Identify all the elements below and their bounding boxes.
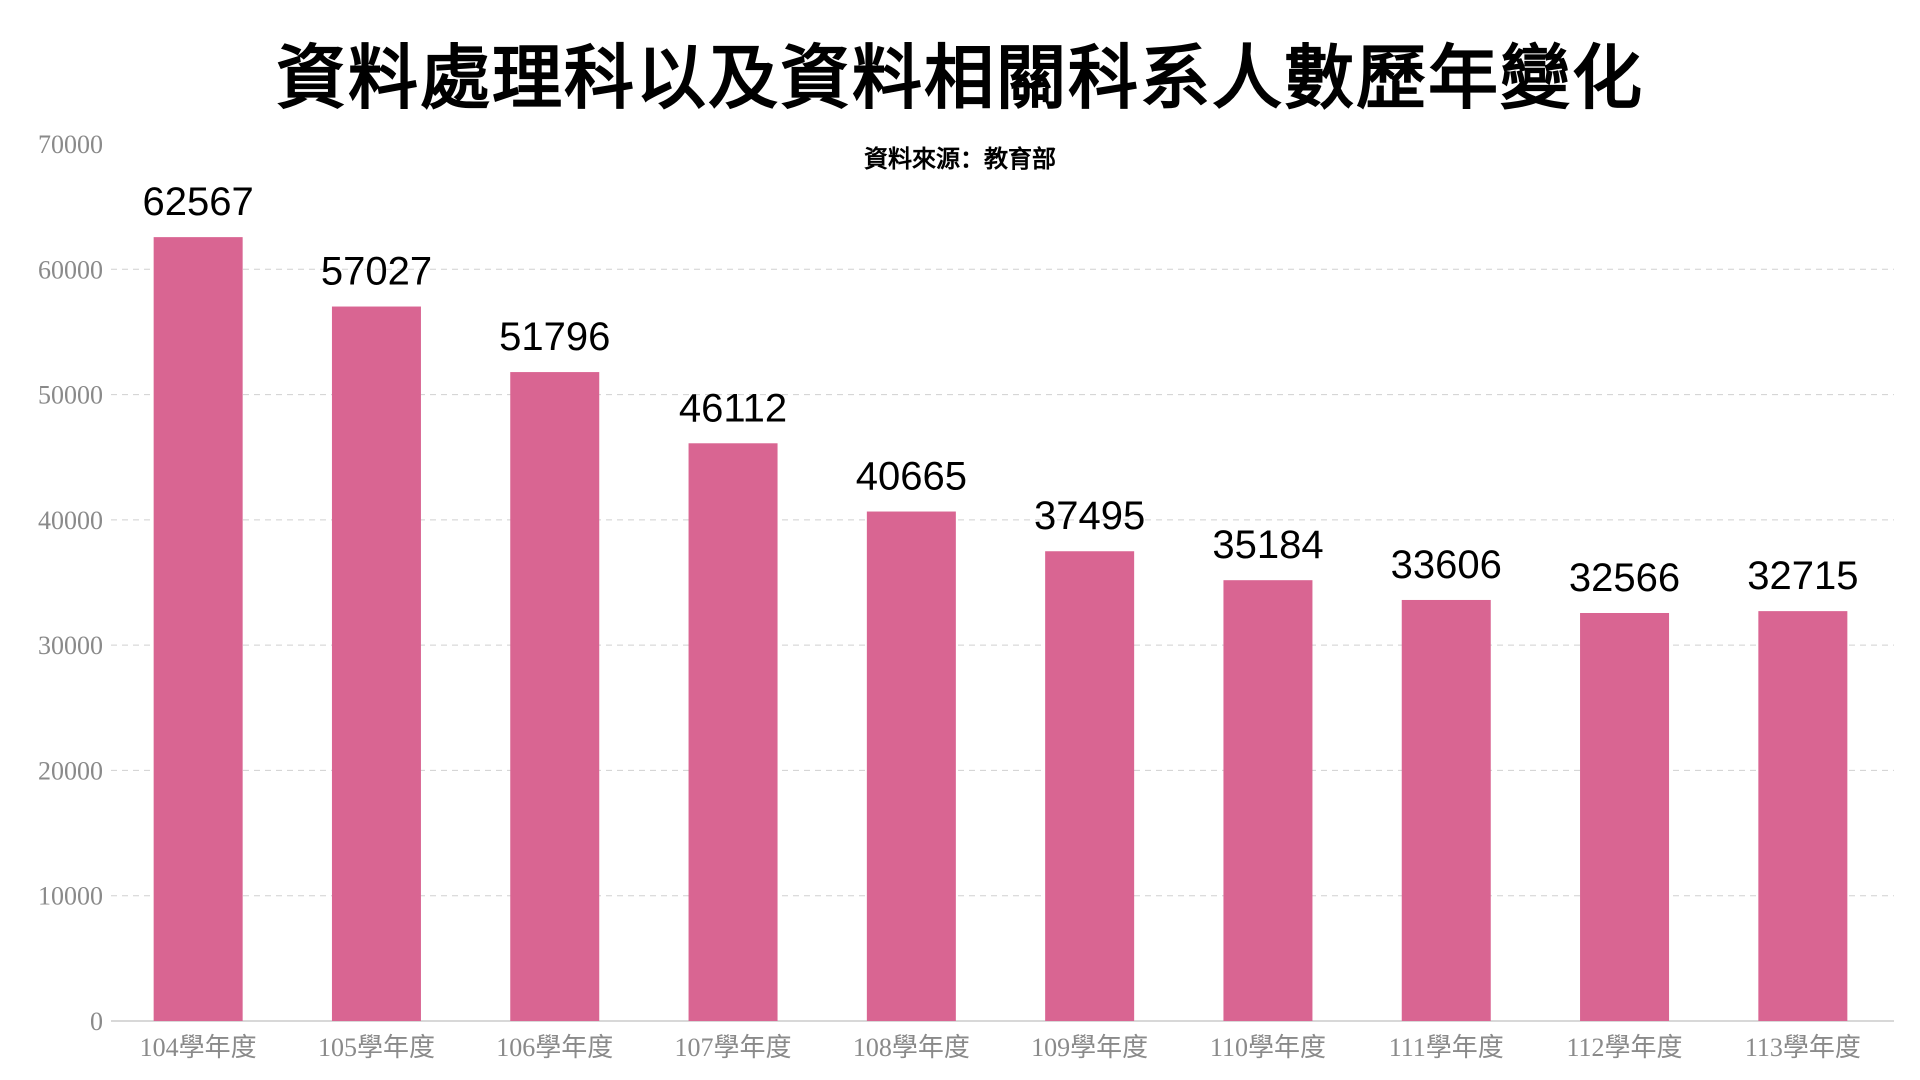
x-tick-label: 111學年度 xyxy=(1389,1033,1504,1062)
x-tick-label: 112學年度 xyxy=(1567,1033,1683,1062)
bar xyxy=(153,237,243,1021)
y-tick-label: 20000 xyxy=(38,756,103,785)
y-tick-label: 70000 xyxy=(38,130,103,159)
x-tick-label: 106學年度 xyxy=(496,1033,613,1062)
y-tick-label: 10000 xyxy=(38,882,103,911)
x-tick-label: 109學年度 xyxy=(1031,1033,1148,1062)
bar xyxy=(1401,599,1491,1021)
data-label: 32715 xyxy=(1747,554,1858,598)
data-label: 62567 xyxy=(143,180,254,224)
bar xyxy=(510,372,600,1021)
y-tick-label: 50000 xyxy=(38,381,103,410)
x-tick-label: 105學年度 xyxy=(318,1033,435,1062)
data-label: 32566 xyxy=(1569,556,1680,600)
data-label: 51796 xyxy=(499,315,610,359)
y-tick-label: 30000 xyxy=(38,631,103,660)
data-label: 57027 xyxy=(321,250,432,294)
x-tick-label: 113學年度 xyxy=(1745,1033,1861,1062)
bar xyxy=(1758,611,1848,1021)
bar xyxy=(1045,551,1135,1021)
y-tick-label: 40000 xyxy=(38,506,103,535)
x-tick-label: 108學年度 xyxy=(853,1033,970,1062)
data-label: 37495 xyxy=(1034,494,1145,538)
bar xyxy=(331,306,421,1021)
bar xyxy=(1580,612,1670,1021)
data-label: 35184 xyxy=(1212,523,1323,567)
chart-title: 資料處理科以及資料相關科系人數歷年變化 xyxy=(276,36,1644,119)
data-label: 33606 xyxy=(1391,543,1502,587)
data-label: 40665 xyxy=(856,455,967,499)
x-tick-label: 110學年度 xyxy=(1210,1033,1326,1062)
bar xyxy=(866,511,956,1021)
x-tick-label: 104學年度 xyxy=(140,1033,257,1062)
data-label: 46112 xyxy=(679,386,787,430)
bar xyxy=(688,443,778,1022)
y-tick-label: 60000 xyxy=(38,255,103,284)
bar xyxy=(1223,580,1313,1021)
x-tick-label: 107學年度 xyxy=(675,1033,792,1062)
y-tick-label: 0 xyxy=(90,1007,103,1036)
chart-subtitle: 資料來源：教育部 xyxy=(864,145,1056,173)
